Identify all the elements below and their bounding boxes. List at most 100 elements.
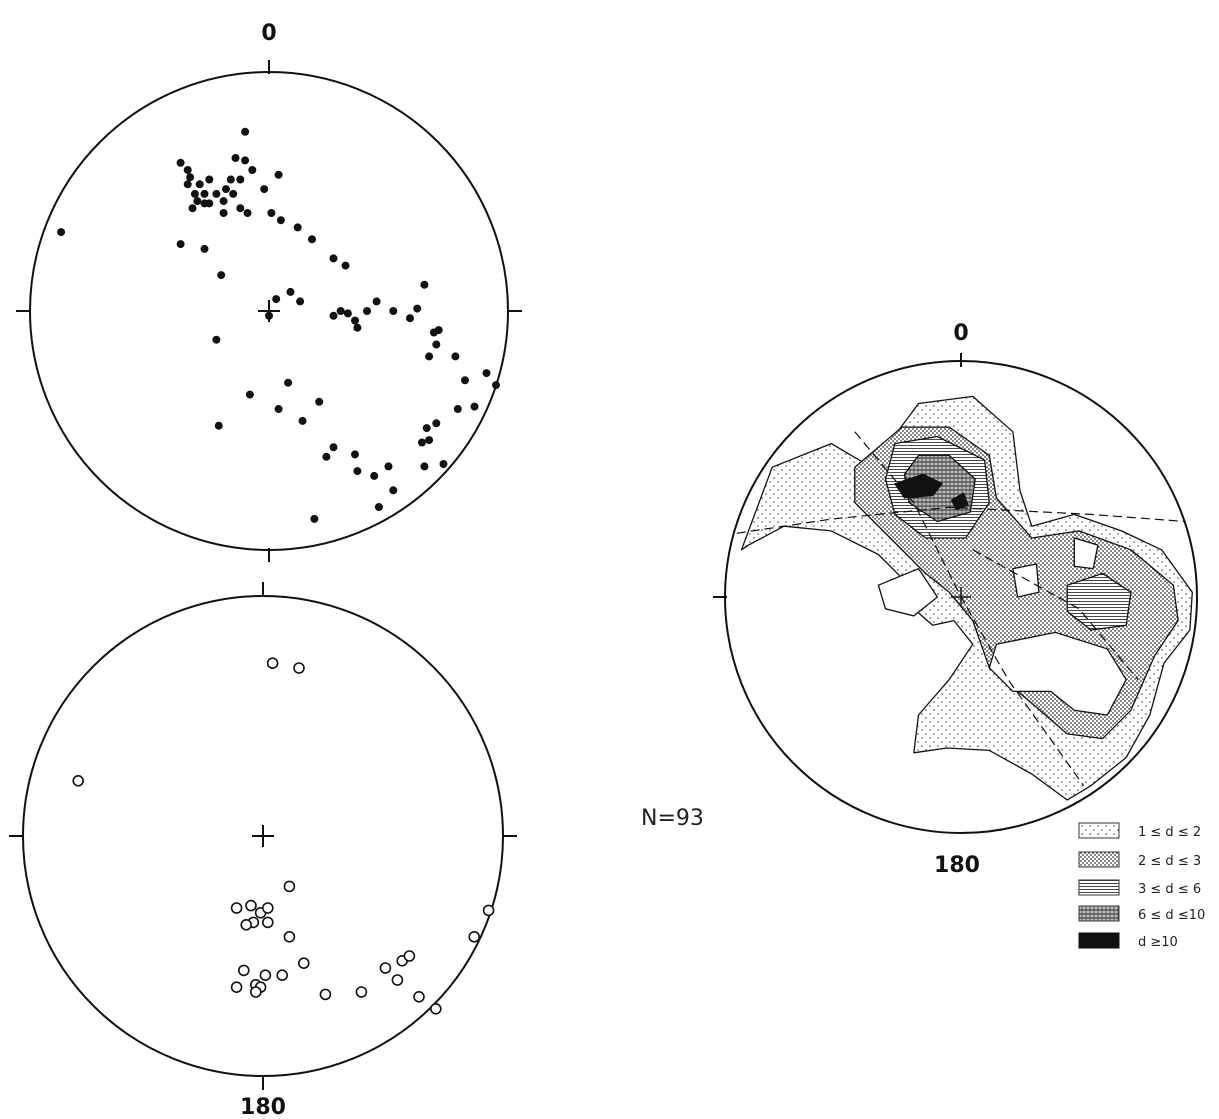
pole-point <box>341 261 350 270</box>
legend-swatch <box>1078 905 1120 922</box>
south-label: 180 <box>934 853 980 878</box>
pole-point <box>222 185 230 194</box>
contour-stereonet: 0 180 N=93 <box>641 321 1198 878</box>
pole-point <box>429 328 438 337</box>
legend-label: 3 ≤ d ≤ 6 <box>1138 882 1201 897</box>
pole-point <box>186 173 195 182</box>
south-label: 180 <box>240 1095 286 1119</box>
pole-point <box>219 209 228 217</box>
pole-circle <box>283 930 296 943</box>
pole-point <box>195 180 204 189</box>
pole-point <box>176 240 185 249</box>
great-circle-trace <box>972 549 1139 680</box>
pole-circle <box>238 964 250 977</box>
pole-point <box>461 376 469 385</box>
pole-point <box>482 369 491 378</box>
pole-circle <box>293 662 305 674</box>
pole-point <box>286 287 295 296</box>
pole-point <box>353 467 362 476</box>
pole-point <box>212 335 221 344</box>
pole-point <box>200 189 209 198</box>
pole-point <box>336 307 345 315</box>
pole-point <box>226 175 235 184</box>
contour-level-5 <box>894 473 943 499</box>
legend-label: d ≥10 <box>1138 935 1178 950</box>
pole-circle <box>297 957 310 970</box>
pole-point <box>329 443 338 452</box>
pole-point <box>219 197 228 206</box>
pole-circle <box>240 918 252 931</box>
legend-swatch <box>1078 932 1120 949</box>
pole-circle <box>413 990 425 1003</box>
contour-level-3 <box>1066 572 1132 631</box>
pole-circle <box>355 986 368 998</box>
legend-label: 1 ≤ d ≤ 2 <box>1138 825 1201 840</box>
pole-circle <box>319 988 332 1001</box>
sample-count: N=93 <box>641 806 704 831</box>
pole-circle <box>72 774 84 787</box>
contour-hole <box>1012 563 1040 598</box>
pole-point <box>276 216 285 225</box>
pole-point <box>372 297 381 306</box>
pole-point <box>389 486 398 495</box>
pole-point <box>205 199 214 208</box>
pole-point <box>298 416 307 425</box>
pole-point <box>343 309 352 318</box>
pole-point <box>322 452 331 461</box>
pole-point <box>389 307 398 315</box>
pole-point <box>451 352 460 361</box>
pole-point <box>453 405 462 413</box>
lower-stereonet: 180 <box>9 582 517 1119</box>
pole-point <box>329 254 338 263</box>
pole-point <box>188 204 197 213</box>
pole-circle <box>276 969 289 982</box>
pole-circle <box>261 902 274 914</box>
pole-point <box>308 235 316 244</box>
pole-point <box>425 352 434 361</box>
pole-point <box>267 209 276 217</box>
pole-circle <box>230 981 243 994</box>
pole-point <box>183 166 192 174</box>
pole-point <box>420 462 429 471</box>
pole-circle <box>266 657 279 670</box>
pole-point <box>265 311 273 320</box>
pole-circle <box>468 930 481 943</box>
contour-hole <box>1073 537 1099 570</box>
pole-point <box>57 228 66 237</box>
pole-point <box>422 424 431 433</box>
legend: 1 ≤ d ≤ 2 2 ≤ d ≤ 3 3 ≤ d ≤ 6 6 ≤ d ≤10 … <box>1078 822 1205 950</box>
pole-points-open <box>72 657 495 1015</box>
pole-circle <box>283 880 296 893</box>
pole-point <box>406 314 414 323</box>
pole-point <box>217 271 226 280</box>
pole-point <box>212 189 221 198</box>
pole-point <box>492 381 500 390</box>
pole-point <box>214 421 223 430</box>
pole-point <box>413 304 422 313</box>
pole-point <box>183 180 192 189</box>
legend-swatch <box>1078 879 1120 896</box>
pole-circle <box>261 916 274 929</box>
pole-point <box>176 158 185 167</box>
pole-point <box>229 189 238 198</box>
pole-point <box>370 471 379 480</box>
pole-point <box>363 307 371 315</box>
pole-point <box>432 340 441 349</box>
contour-level-5 <box>950 492 969 511</box>
upper-stereonet: 0 <box>16 21 522 562</box>
pole-point <box>236 175 245 184</box>
pole-point <box>231 154 240 162</box>
density-contours <box>736 395 1193 801</box>
pole-point <box>353 323 362 332</box>
north-label: 0 <box>261 21 276 46</box>
pole-point <box>329 311 338 320</box>
pole-point <box>439 460 448 468</box>
pole-point <box>293 223 302 232</box>
pole-point <box>470 402 479 411</box>
pole-point <box>272 295 281 304</box>
pole-point <box>243 209 252 217</box>
pole-circle <box>230 902 243 914</box>
pole-point <box>236 204 245 213</box>
legend-label: 2 ≤ d ≤ 3 <box>1138 854 1201 869</box>
pole-point <box>374 503 383 511</box>
